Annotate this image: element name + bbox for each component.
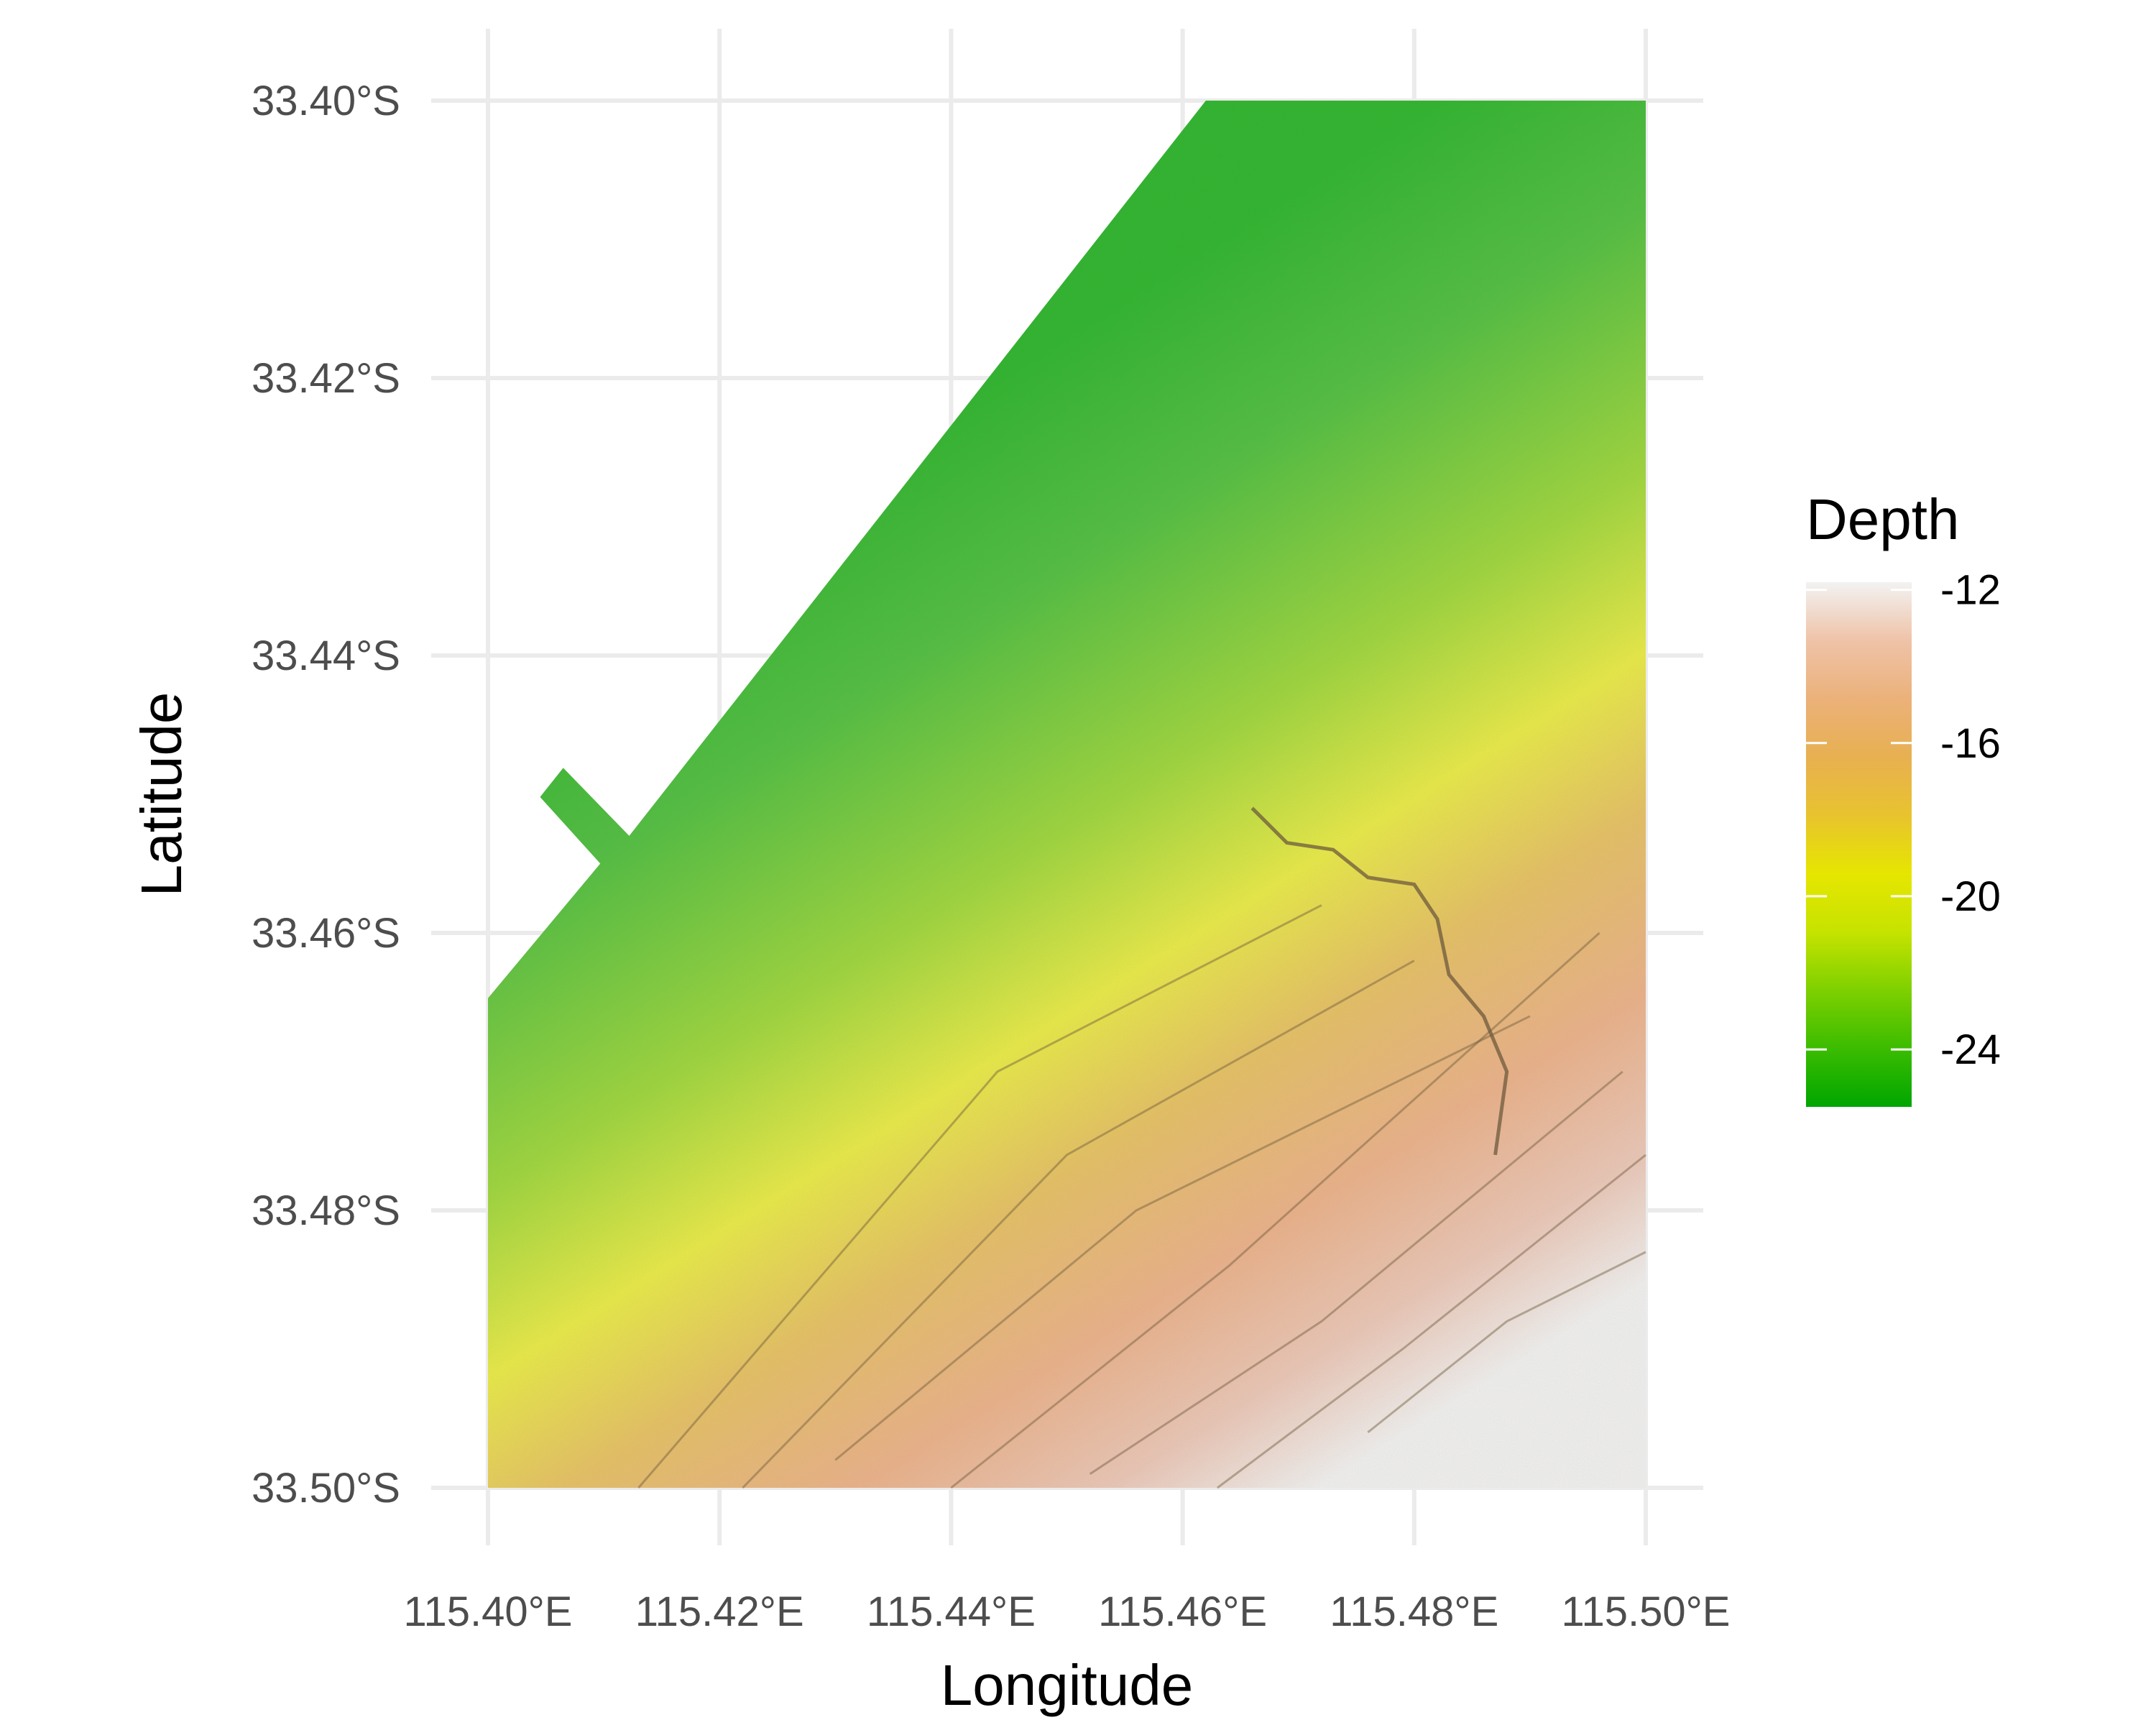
latitude-tick-labels: 33.40°S 33.42°S 33.44°S 33.46°S 33.48°S 33.50… (252, 78, 400, 1512)
longitude-tick-labels: 115.40°E 115.42°E 115.44°E 115.46°E 115.48°E… (404, 1588, 1731, 1635)
seafloor-ridge (834, 1015, 1531, 1461)
x-tick-label: 115.48°E (1330, 1588, 1498, 1635)
x-tick-label: 115.44°E (867, 1588, 1036, 1635)
seafloor-ridge (742, 960, 1415, 1489)
y-tick-label: 33.50°S (252, 1465, 400, 1512)
legend-tick-label: -20 (1940, 873, 2001, 920)
depth-legend: Depth -12 -16 -20 -24 (1806, 487, 2001, 1107)
x-tick-label: 115.42°E (635, 1588, 804, 1635)
seafloor-ridge (1217, 1154, 1646, 1489)
legend-title: Depth (1806, 487, 1959, 551)
seafloor-ridge (950, 932, 1600, 1489)
seafloor-ridge (637, 904, 1322, 1489)
y-tick-label: 33.42°S (252, 355, 400, 402)
y-axis-title: Latitude (129, 692, 193, 897)
bathymetry-texture (488, 101, 1646, 1488)
survey-area (488, 101, 1646, 1488)
map-panel (431, 29, 1703, 1545)
y-tick-label: 33.48°S (252, 1187, 400, 1234)
x-tick-label: 115.46°E (1098, 1588, 1267, 1635)
legend-ticks: -12 -16 -20 -24 (1806, 567, 2001, 1073)
x-tick-label: 115.40°E (404, 1588, 573, 1635)
legend-tick-label: -16 (1940, 720, 2001, 767)
seafloor-channel (1250, 806, 1509, 1156)
legend-colorbar (1806, 582, 1912, 1107)
y-tick-label: 33.44°S (252, 632, 400, 679)
seafloor-ridge-lines (637, 806, 1646, 1489)
legend-tick-label: -12 (1940, 567, 2001, 614)
x-tick-label: 115.50°E (1562, 1588, 1731, 1635)
seafloor-ridge (1089, 1070, 1623, 1475)
legend-tick-label: -24 (1940, 1026, 2001, 1073)
seafloor-ridge (1367, 1251, 1646, 1433)
y-tick-label: 33.40°S (252, 78, 400, 124)
x-axis-title: Longitude (941, 1653, 1193, 1717)
y-tick-label: 33.46°S (252, 910, 400, 957)
